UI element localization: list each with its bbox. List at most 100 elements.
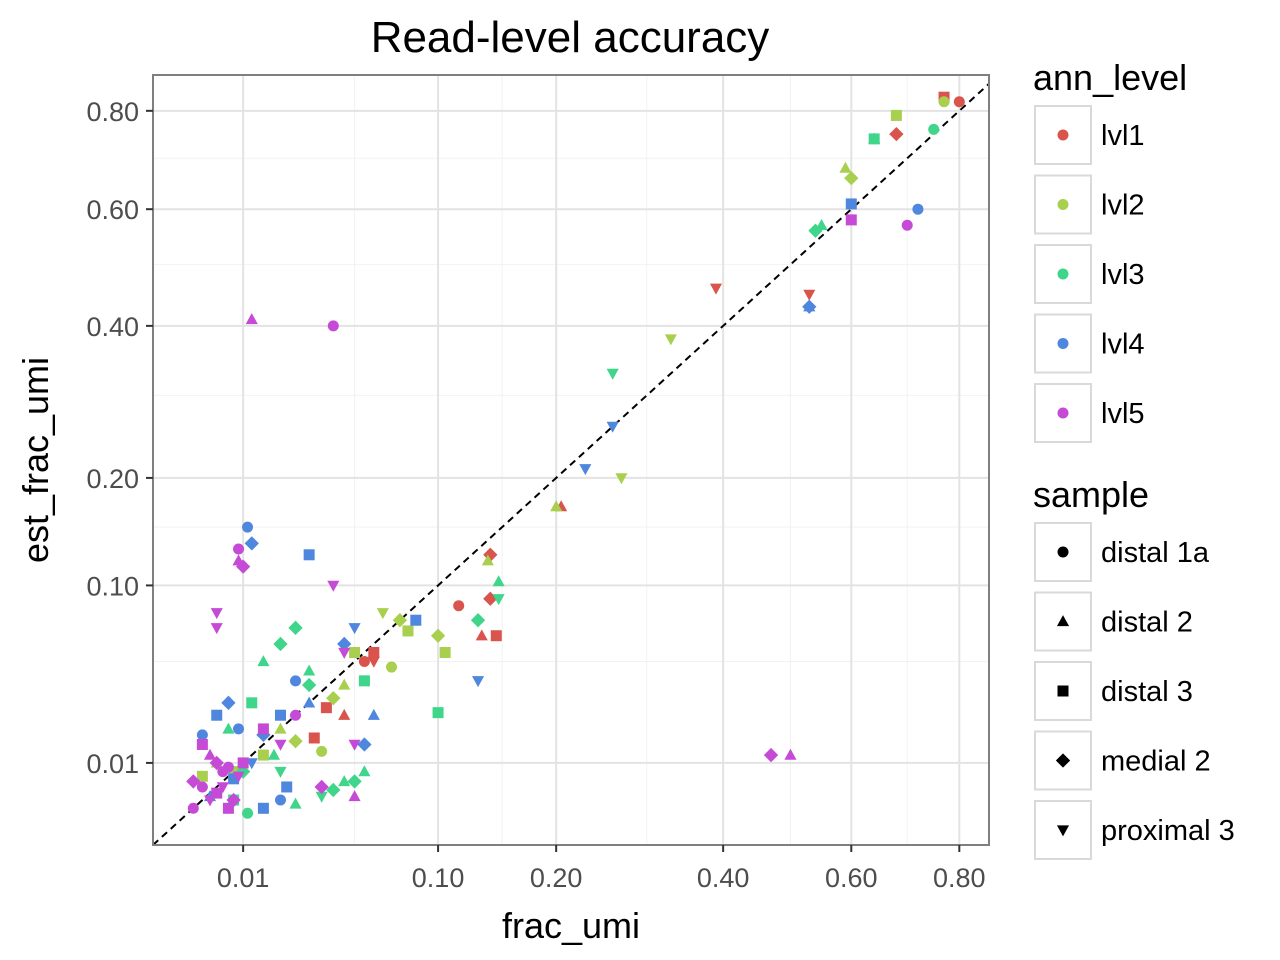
- x-tick-label: 0.40: [697, 863, 750, 893]
- data-point-lvl2: [288, 734, 303, 749]
- data-point-lvl1: [709, 283, 723, 295]
- data-point-lvl2: [430, 628, 446, 643]
- data-point-lvl4: [228, 773, 240, 785]
- data-point-lvl4: [303, 549, 315, 561]
- data-point-lvl4: [471, 676, 485, 688]
- data-point-lvl5: [245, 313, 258, 325]
- legend-key-lvl5: [1057, 407, 1069, 419]
- data-point-lvl5: [210, 623, 223, 635]
- data-point-lvl5: [233, 543, 245, 555]
- legend-shape-triangle-down: [1056, 825, 1070, 837]
- data-point-lvl5: [290, 709, 302, 721]
- data-point-lvl5: [257, 723, 269, 735]
- y-tick-label: 0.40: [86, 312, 139, 342]
- x-axis-title: frac_umi: [502, 905, 640, 946]
- data-point-lvl5: [314, 779, 329, 795]
- data-point-lvl3: [274, 766, 287, 778]
- data-point-lvl3: [606, 368, 619, 380]
- data-point-lvl2: [844, 171, 859, 186]
- data-point-lvl5: [232, 771, 245, 783]
- legend-key-box: [1034, 730, 1092, 791]
- grid: [153, 75, 989, 845]
- data-point-lvl3: [326, 782, 341, 798]
- legend-key-lvl4: [1057, 338, 1069, 349]
- data-point-lvl4: [303, 696, 316, 708]
- legend-key-box: [1034, 800, 1092, 860]
- data-point-lvl4: [367, 708, 380, 720]
- data-point-lvl5: [232, 554, 245, 566]
- legend-shape-triangle: [1056, 615, 1070, 627]
- data-point-lvl5: [211, 787, 223, 799]
- data-point-lvl4: [348, 623, 361, 635]
- data-point-lvl2: [392, 613, 408, 628]
- data-point-lvl5: [186, 774, 201, 789]
- data-point-lvl4: [211, 709, 223, 721]
- data-point-lvl3: [492, 594, 505, 606]
- data-point-lvl5: [784, 748, 797, 760]
- y-tick-label: 0.20: [86, 464, 139, 494]
- data-point-lvl4: [221, 695, 236, 710]
- plot-border: [152, 74, 990, 846]
- data-point-lvl2: [338, 678, 351, 690]
- data-point-lvl2: [326, 691, 341, 706]
- x-tick-label: 0.20: [530, 863, 583, 893]
- data-point-lvl2: [402, 625, 414, 637]
- legend-label-sample: distal 3: [1101, 676, 1193, 708]
- legend-shape-diamond: [1055, 753, 1071, 768]
- legend-shape-circle: [1057, 546, 1069, 558]
- legend-label-sample: distal 1a: [1101, 537, 1210, 569]
- data-point-lvl5: [196, 781, 208, 793]
- data-point-lvl3: [868, 133, 880, 145]
- data-point-lvl5: [348, 739, 361, 751]
- data-point-lvl2: [890, 109, 902, 121]
- data-point-lvl5: [274, 739, 287, 751]
- data-point-lvl2: [196, 770, 208, 782]
- data-point-lvl5: [203, 748, 217, 760]
- data-point-lvl5: [210, 608, 223, 620]
- legend: ann_level lvl1 lvl2 lvl3 lvl4 lvl5 sample dista…: [1033, 57, 1235, 860]
- data-point-lvl4: [579, 464, 592, 476]
- data-point-lvl3: [246, 697, 258, 709]
- data-point-lvl2: [839, 161, 852, 173]
- data-point-lvl4: [233, 723, 245, 735]
- data-point-lvl2: [938, 96, 950, 108]
- data-point-lvl1: [367, 656, 380, 668]
- data-point-lvl1: [953, 96, 965, 108]
- x-tick-label: 0.10: [412, 863, 465, 893]
- data-point-lvl2: [228, 766, 240, 778]
- data-point-lvl3: [257, 655, 270, 667]
- data-point-lvl3: [273, 636, 288, 652]
- legend-key-box: [1034, 661, 1092, 721]
- data-point-lvl5: [338, 647, 351, 659]
- data-point-lvl4: [410, 614, 422, 626]
- y-axis-title: est_frac_umi: [15, 357, 56, 563]
- legend-key-lvl1: [1057, 129, 1069, 141]
- data-point-lvl2: [439, 647, 451, 658]
- data-point-lvl2: [257, 749, 269, 761]
- data-point-lvl4: [290, 675, 302, 687]
- legend-key-box: [1034, 313, 1092, 374]
- data-point-lvl4: [196, 729, 208, 741]
- data-point-lvl2: [550, 500, 563, 512]
- data-point-lvl5: [901, 219, 913, 231]
- data-point-lvl5: [196, 738, 208, 750]
- data-point-lvl4: [274, 709, 286, 721]
- legend-label-sample: distal 2: [1101, 607, 1193, 639]
- data-point-lvl3: [267, 748, 280, 760]
- y-tick-label: 0.60: [86, 195, 139, 225]
- data-point-lvl3: [432, 707, 444, 719]
- legend-key-box: [1034, 383, 1092, 443]
- data-point-lvl3: [315, 791, 328, 803]
- legend-label-lvl2: lvl2: [1101, 190, 1145, 222]
- legend-key-lvl3: [1057, 268, 1069, 280]
- legend-title-ann-level: ann_level: [1033, 57, 1187, 98]
- data-point-lvl4: [244, 536, 259, 551]
- data-point-lvl3: [470, 613, 486, 628]
- data-point-lvl4: [845, 198, 857, 210]
- data-point-lvl2: [376, 608, 389, 620]
- legend-key-box: [1034, 105, 1092, 165]
- legend-key-box: [1034, 244, 1092, 304]
- data-point-lvl4: [912, 203, 924, 215]
- data-point-lvl4: [242, 521, 254, 533]
